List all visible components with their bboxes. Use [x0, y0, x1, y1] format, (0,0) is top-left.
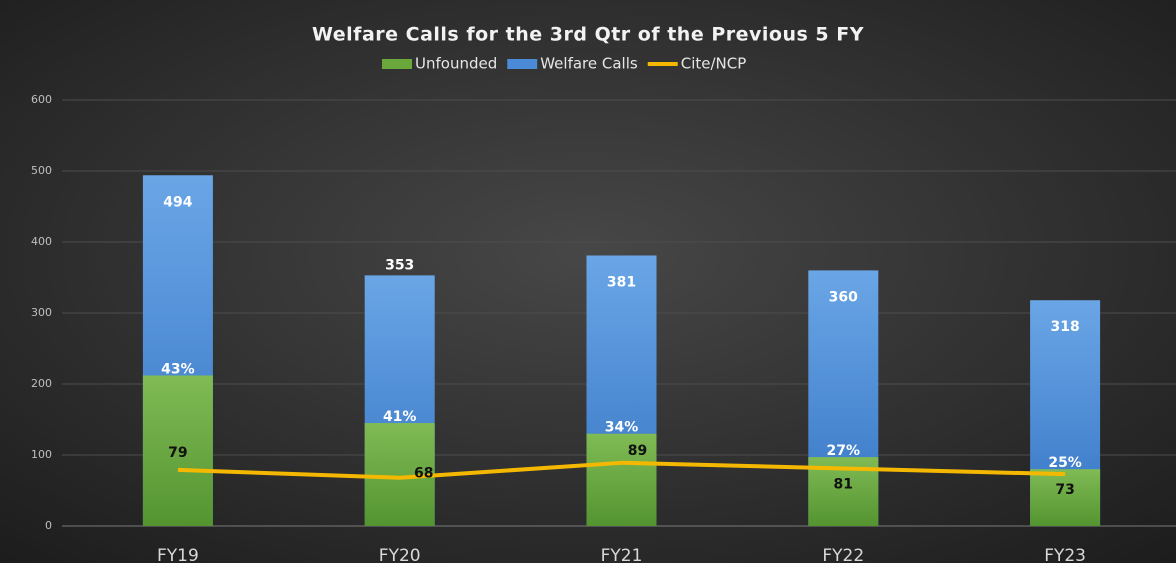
y-tick-label: 500 [31, 164, 52, 177]
legend-label: Cite/NCP [681, 55, 747, 73]
x-tick-label: FY23 [1044, 546, 1086, 563]
line [177, 460, 1066, 480]
x-tick-label: FY20 [379, 546, 421, 563]
legend-label: Unfounded [415, 55, 497, 73]
x-tick-label: FY22 [822, 546, 864, 563]
value-label: 494 [163, 194, 192, 210]
share-label: 41% [383, 409, 417, 425]
share-label: 27% [827, 443, 861, 459]
line-label: 68 [414, 466, 433, 482]
value-label: 360 [829, 289, 858, 305]
legend-swatch [382, 59, 412, 69]
y-tick-label: 100 [31, 448, 52, 461]
legend-swatch [507, 59, 538, 69]
chart-title: Welfare Calls for the 3rd Qtr of the Pre… [312, 24, 864, 46]
line-label: 79 [168, 445, 187, 461]
line-label: 89 [628, 443, 647, 459]
bar [1030, 469, 1101, 526]
share-label: 34% [605, 420, 639, 436]
share-label: 43% [161, 361, 195, 377]
y-tick-label: 300 [31, 306, 52, 319]
y-tick-label: 200 [31, 377, 52, 390]
bar [142, 375, 213, 526]
y-tick-label: 600 [31, 93, 52, 106]
y-tick-label: 400 [31, 235, 52, 248]
value-label: 381 [607, 274, 636, 290]
x-tick-label: FY19 [157, 546, 199, 563]
share-label: 25% [1048, 455, 1082, 471]
legend-label: Welfare Calls [540, 55, 638, 73]
value-label: 353 [385, 257, 414, 273]
line-label: 73 [1055, 482, 1074, 498]
x-tick-label: FY21 [601, 546, 643, 563]
bar [586, 433, 657, 526]
line-label: 81 [834, 476, 853, 492]
value-label: 318 [1050, 319, 1079, 335]
y-tick-label: 0 [45, 519, 52, 532]
